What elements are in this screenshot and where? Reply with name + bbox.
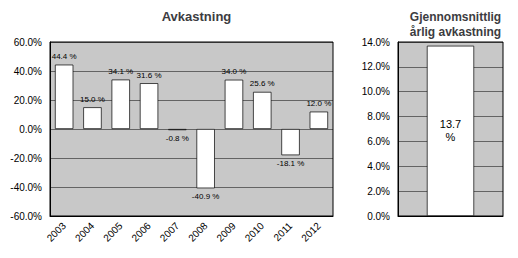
svg-text:2004: 2004	[73, 220, 97, 244]
svg-text:10.0%: 10.0%	[362, 86, 390, 97]
svg-text:8.0%: 8.0%	[367, 111, 390, 122]
svg-text:Gjennomsnittlig: Gjennomsnittlig	[410, 10, 501, 24]
svg-text:12.0%: 12.0%	[362, 61, 390, 72]
svg-text:2003: 2003	[45, 220, 69, 244]
svg-text:2005: 2005	[101, 220, 125, 244]
svg-text:-18.1 %: -18.1 %	[277, 159, 305, 168]
svg-text:13.7: 13.7	[440, 118, 461, 130]
svg-text:14.0%: 14.0%	[362, 37, 390, 48]
svg-text:2.0%: 2.0%	[367, 186, 390, 197]
svg-text:%: %	[446, 131, 456, 143]
svg-text:-40.0%: -40.0%	[10, 182, 42, 193]
svg-text:2009: 2009	[214, 220, 238, 244]
svg-text:Avkastning: Avkastning	[162, 9, 232, 24]
svg-text:15.0 %: 15.0 %	[80, 95, 105, 104]
svg-text:-40.9 %: -40.9 %	[192, 192, 220, 201]
svg-text:-20.0%: -20.0%	[10, 153, 42, 164]
svg-text:44.4 %: 44.4 %	[52, 52, 77, 61]
svg-text:-0.8 %: -0.8 %	[166, 134, 189, 143]
svg-text:0.0%: 0.0%	[367, 211, 390, 222]
svg-text:2011: 2011	[271, 220, 294, 243]
svg-text:0.0%: 0.0%	[19, 124, 42, 135]
svg-text:2008: 2008	[186, 220, 210, 244]
svg-text:34.0 %: 34.0 %	[221, 67, 246, 76]
svg-text:60.0%: 60.0%	[14, 37, 42, 48]
svg-text:34.1 %: 34.1 %	[108, 67, 133, 76]
svg-text:6.0%: 6.0%	[367, 136, 390, 147]
svg-text:-60.0%: -60.0%	[10, 211, 42, 222]
svg-text:2010: 2010	[243, 220, 267, 244]
svg-text:4.0%: 4.0%	[367, 161, 390, 172]
svg-text:årlig avkastning: årlig avkastning	[410, 25, 501, 39]
svg-text:12.0 %: 12.0 %	[306, 99, 331, 108]
svg-text:25.6 %: 25.6 %	[250, 79, 275, 88]
svg-text:2012: 2012	[299, 220, 323, 244]
svg-text:20.0%: 20.0%	[14, 95, 42, 106]
svg-text:2006: 2006	[129, 220, 153, 244]
svg-text:2007: 2007	[158, 220, 182, 244]
svg-text:31.6 %: 31.6 %	[137, 71, 162, 80]
svg-text:40.0%: 40.0%	[14, 66, 42, 77]
